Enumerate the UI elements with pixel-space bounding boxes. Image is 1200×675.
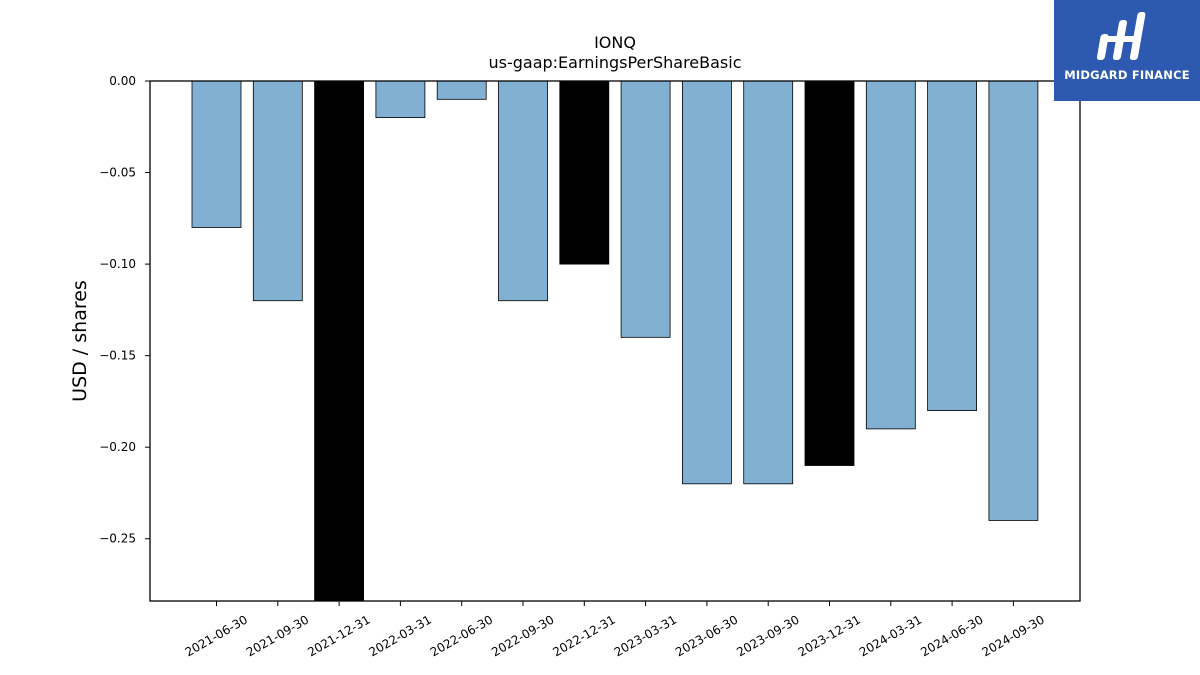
bar-2023-09-30: [743, 80, 794, 485]
midgard-finance-logo: MIDGARD FINANCE: [1054, 0, 1200, 101]
y-tick-label: −0.25: [99, 532, 136, 546]
y-tick-label: −0.05: [99, 166, 136, 180]
bar-2021-09-30: [252, 80, 303, 302]
bar-2022-06-30: [436, 80, 487, 100]
x-tick-label: 2024-03-31: [857, 612, 924, 659]
bar-2022-03-31: [375, 80, 426, 119]
bar-2022-09-30: [498, 80, 548, 302]
bar-2021-12-31: [314, 80, 365, 602]
x-ticks-group: 2021-06-302021-09-302021-12-312022-03-31…: [183, 601, 1047, 659]
bar-2023-06-30: [682, 80, 732, 485]
bar-2024-06-30: [927, 80, 977, 411]
bar-2023-12-31: [804, 80, 855, 466]
chart-subtitle: us-gaap:EarningsPerShareBasic: [488, 53, 741, 72]
x-tick-label: 2021-06-30: [183, 612, 250, 659]
x-tick-label: 2022-09-30: [489, 612, 556, 659]
x-tick-label: 2023-12-31: [796, 612, 863, 659]
x-tick-label: 2023-09-30: [734, 612, 801, 659]
y-tick-label: −0.10: [99, 257, 136, 271]
midgard-logo-icon: [1096, 12, 1146, 60]
bar-2023-03-31: [620, 80, 671, 338]
y-tick-label: −0.15: [99, 349, 136, 363]
y-axis-label: USD / shares: [69, 280, 91, 402]
x-tick-label: 2022-06-30: [428, 612, 495, 659]
x-tick-label: 2023-06-30: [673, 612, 740, 659]
x-tick-label: 2024-09-30: [979, 612, 1046, 659]
chart-title: IONQ: [594, 33, 636, 52]
bar-2024-09-30: [988, 80, 1039, 521]
x-tick-label: 2024-06-30: [918, 612, 985, 659]
y-ticks-group: 0.00 −0.05 −0.10 −0.15 −0.20 −0.25: [99, 74, 150, 546]
bar-2021-06-30: [191, 80, 242, 228]
logo-text: MIDGARD FINANCE: [1064, 68, 1190, 82]
x-tick-label: 2022-12-31: [550, 612, 617, 659]
y-tick-label: 0.00: [109, 74, 136, 88]
x-tick-label: 2021-09-30: [244, 612, 311, 659]
y-tick-label: −0.20: [99, 440, 136, 454]
bars-group: [191, 80, 1039, 602]
x-tick-label: 2023-03-31: [612, 612, 679, 659]
plot-frame: [149, 80, 1081, 602]
bar-2022-12-31: [559, 80, 610, 265]
x-tick-label: 2022-03-31: [366, 612, 433, 659]
bar-2024-03-31: [865, 80, 916, 430]
x-tick-label: 2021-12-31: [305, 612, 372, 659]
